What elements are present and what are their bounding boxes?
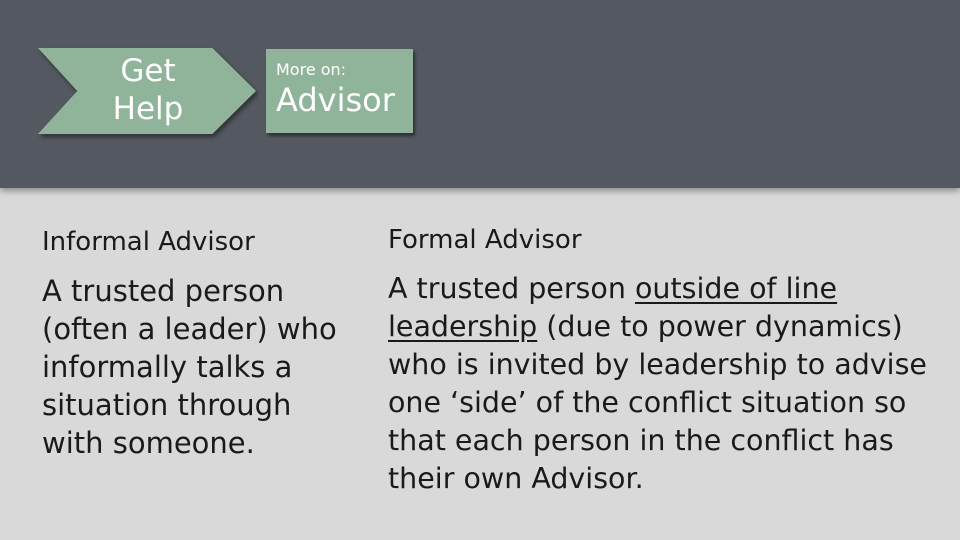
- more-on-label: More on:: [276, 60, 347, 79]
- formal-body-part2: (due to power dynamics) who is invited b…: [388, 310, 927, 495]
- formal-advisor-description: A trusted person outside of line leaders…: [388, 270, 938, 498]
- outside-line-leadership-underlined: outside of line leadership: [388, 272, 838, 343]
- more-on-topic: Advisor: [276, 81, 395, 119]
- more-on-advisor-button[interactable]: More on: Advisor: [266, 49, 413, 133]
- get-help-button[interactable]: Get Help: [38, 48, 256, 134]
- formal-advisor-heading: Formal Advisor: [388, 225, 582, 255]
- formal-body-part1: A trusted person: [388, 272, 635, 305]
- get-help-label: Get Help: [112, 53, 184, 127]
- header-banner: Get Help More on: Advisor: [0, 0, 960, 188]
- informal-advisor-heading: Informal Advisor: [42, 227, 255, 257]
- informal-advisor-description: A trusted person (often a leader) who in…: [42, 274, 337, 460]
